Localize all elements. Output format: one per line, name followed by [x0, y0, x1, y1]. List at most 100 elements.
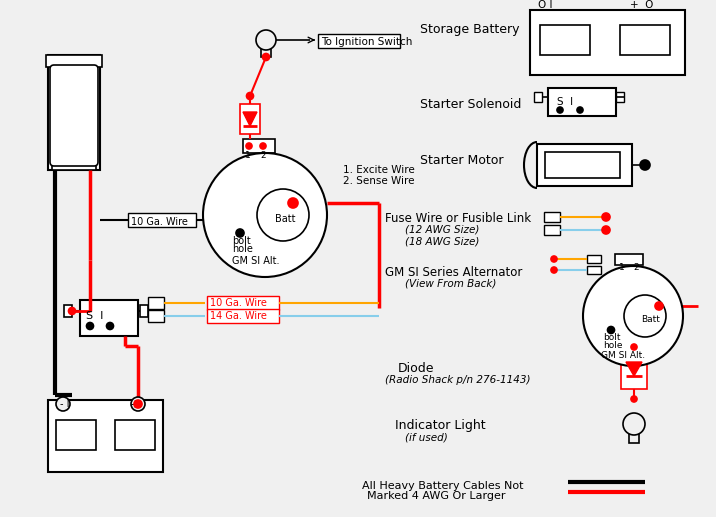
Circle shape [56, 397, 70, 411]
Text: 2: 2 [633, 263, 639, 271]
Circle shape [583, 266, 683, 366]
Text: (Radio Shack p/n 276-1143): (Radio Shack p/n 276-1143) [385, 375, 531, 385]
Bar [48, 400, 163, 472]
Text: S  I: S I [557, 97, 573, 107]
Bar [587, 266, 601, 274]
Circle shape [602, 226, 610, 234]
Text: +  O: + O [630, 0, 654, 10]
Bar [46, 55, 102, 67]
Text: S  I: S I [86, 311, 103, 321]
Text: Batt: Batt [641, 314, 660, 324]
Text: Marked 4 AWG Or Larger: Marked 4 AWG Or Larger [367, 491, 505, 501]
Text: (View From Back): (View From Back) [405, 278, 496, 288]
Bar [621, 355, 647, 389]
Text: Indicator Light: Indicator Light [395, 418, 485, 432]
Circle shape [624, 295, 666, 337]
Bar [629, 434, 639, 443]
Circle shape [631, 396, 637, 402]
Polygon shape [626, 362, 642, 376]
Text: 10 Ga. Wire: 10 Ga. Wire [210, 298, 267, 308]
Text: All Heavy Battery Cables Not: All Heavy Battery Cables Not [362, 481, 523, 491]
Bar [207, 296, 279, 310]
Bar [261, 48, 271, 57]
Circle shape [131, 397, 145, 411]
Text: 1: 1 [619, 263, 625, 271]
Text: hole: hole [232, 244, 253, 254]
Text: Fuse Wire or Fusible Link: Fuse Wire or Fusible Link [385, 211, 531, 224]
Text: Diode: Diode [398, 361, 435, 374]
Bar [544, 225, 560, 235]
Text: (18 AWG Size): (18 AWG Size) [405, 236, 480, 246]
Circle shape [557, 107, 563, 113]
Circle shape [203, 153, 327, 277]
Bar [545, 152, 620, 178]
Bar [48, 55, 100, 170]
Circle shape [551, 267, 557, 273]
Text: hole: hole [603, 342, 622, 351]
Bar [243, 139, 275, 153]
Text: GM SI Alt.: GM SI Alt. [232, 256, 279, 266]
Circle shape [257, 189, 309, 241]
Circle shape [107, 323, 114, 329]
Bar [128, 213, 196, 227]
Text: To Ignition Switch: To Ignition Switch [321, 37, 412, 47]
Circle shape [256, 30, 276, 50]
Circle shape [236, 229, 244, 237]
Circle shape [246, 93, 253, 99]
Bar [115, 420, 155, 450]
Text: Batt: Batt [275, 214, 296, 224]
Bar [52, 162, 96, 170]
Bar [148, 297, 164, 309]
Text: 1. Excite Wire: 1. Excite Wire [343, 165, 415, 175]
Bar [207, 309, 279, 323]
Circle shape [631, 344, 637, 350]
Text: 14 Ga. Wire: 14 Ga. Wire [210, 311, 267, 321]
Circle shape [246, 143, 252, 149]
Bar [540, 25, 590, 55]
Bar [56, 420, 96, 450]
Text: Starter Motor: Starter Motor [420, 154, 503, 166]
Circle shape [263, 53, 269, 60]
Circle shape [134, 400, 142, 408]
Text: 10 Ga. Wire: 10 Ga. Wire [131, 217, 188, 227]
Bar [318, 34, 400, 48]
Bar [530, 10, 685, 75]
Bar [534, 92, 542, 102]
FancyBboxPatch shape [50, 65, 98, 166]
Circle shape [623, 413, 645, 435]
Text: 2: 2 [260, 150, 266, 160]
Circle shape [602, 213, 610, 221]
Bar [620, 25, 670, 55]
Text: Storage Battery: Storage Battery [420, 23, 520, 37]
Text: (if used): (if used) [405, 432, 448, 442]
Bar [615, 254, 643, 265]
Bar [140, 305, 148, 317]
Text: O I: O I [538, 0, 553, 10]
Text: bolt: bolt [232, 236, 251, 246]
Circle shape [551, 256, 557, 262]
Text: GM SI Series Alternator: GM SI Series Alternator [385, 266, 523, 279]
Circle shape [288, 198, 298, 208]
Bar [548, 88, 616, 116]
Circle shape [640, 160, 650, 170]
Circle shape [577, 107, 583, 113]
Bar [544, 212, 560, 222]
Circle shape [607, 327, 614, 333]
Circle shape [655, 302, 663, 310]
Circle shape [87, 323, 94, 329]
Text: +: + [130, 398, 145, 410]
Text: 1: 1 [245, 150, 251, 160]
Text: - I: - I [60, 399, 69, 409]
Text: GM SI Alt.: GM SI Alt. [601, 352, 645, 360]
Bar [240, 104, 260, 134]
Text: 2. Sense Wire: 2. Sense Wire [343, 176, 415, 186]
Bar [80, 300, 138, 336]
Bar [64, 305, 72, 317]
Polygon shape [243, 112, 257, 126]
Bar [537, 144, 632, 186]
Bar [587, 255, 601, 263]
Circle shape [260, 143, 266, 149]
Bar [148, 310, 164, 322]
Circle shape [69, 308, 75, 314]
Text: bolt: bolt [603, 333, 621, 342]
